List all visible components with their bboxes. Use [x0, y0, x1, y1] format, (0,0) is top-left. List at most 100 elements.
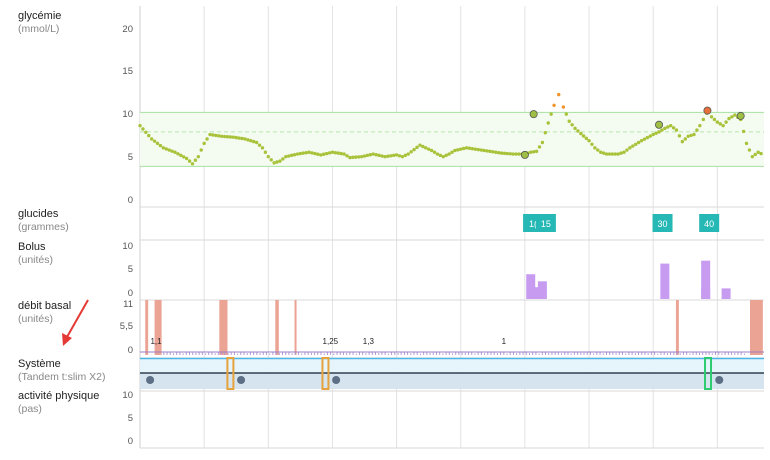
basal-micro-bar — [301, 353, 303, 355]
glucose-point — [692, 132, 696, 137]
glucose-point — [529, 150, 533, 154]
basal-micro-bar — [496, 352, 498, 355]
basal-micro-bar — [163, 352, 165, 355]
glucose-point — [599, 150, 603, 154]
glucose-point — [322, 152, 326, 156]
basal-micro-bar — [657, 353, 659, 355]
basal-micro-bar — [577, 351, 579, 355]
glucose-point — [231, 135, 236, 139]
glucose-point — [415, 145, 419, 150]
glucose-point — [674, 128, 679, 132]
basal-micro-bar — [413, 351, 415, 355]
glucose-point — [193, 158, 198, 162]
basal-micro-bar — [612, 352, 614, 355]
basal-micro-bar — [599, 351, 601, 355]
basal-micro-bar — [233, 351, 235, 355]
glucose-point — [488, 149, 492, 154]
basal-micro-bar — [265, 351, 267, 355]
glucose-point — [657, 130, 661, 134]
glucose-point — [272, 161, 276, 165]
glucose-point — [593, 146, 597, 150]
basal-micro-bar — [230, 351, 232, 355]
system-lane-bottom — [140, 373, 764, 389]
basal-micro-bar — [368, 352, 370, 355]
basal-micro-bar — [358, 351, 360, 355]
basal-micro-bar — [362, 351, 364, 355]
glucose-point — [584, 136, 589, 141]
system-lane-top — [140, 358, 764, 372]
activity-label: activité physique (pas) — [18, 390, 99, 416]
basal-micro-bar — [474, 353, 476, 355]
basal-micro-bar — [403, 351, 405, 355]
activity-unit: (pas) — [18, 403, 42, 415]
basal-micro-bar — [731, 352, 733, 355]
basal-micro-bar — [654, 351, 656, 355]
glucose-point — [613, 152, 617, 156]
glucose-point — [301, 151, 305, 155]
glucose-point — [278, 159, 282, 163]
glucose-point — [351, 155, 355, 160]
basal-micro-bar — [711, 353, 713, 355]
glucose-point — [636, 140, 641, 145]
basal-micro-bar — [371, 351, 373, 355]
glucose-point — [330, 150, 335, 154]
basal-rate-label: 1 — [502, 337, 507, 346]
basal-micro-bar — [535, 351, 537, 355]
glucose-point — [409, 150, 413, 154]
glucose-point — [576, 129, 580, 133]
glucose-point — [304, 150, 308, 155]
basal-micro-bar — [541, 352, 543, 355]
glucose-point — [319, 153, 323, 157]
target-range-band — [140, 112, 764, 167]
basal-micro-bar — [557, 352, 559, 355]
basal-micro-bar — [455, 352, 457, 355]
glucose-point — [683, 137, 687, 141]
activity-title: activité physique — [18, 390, 100, 402]
basal-micro-bar — [346, 352, 348, 355]
basal-micro-bar — [439, 352, 441, 355]
glucose-point — [491, 150, 495, 154]
glucose-point — [424, 146, 428, 150]
glucose-point — [292, 152, 297, 157]
glucose-point — [616, 152, 620, 156]
glucose-tick: 5 — [127, 152, 133, 163]
basal-micro-bar — [573, 352, 575, 355]
basal-micro-bar — [307, 351, 309, 355]
basal-micro-bar — [641, 351, 643, 355]
glucose-point — [730, 115, 734, 119]
glucose-point — [537, 145, 542, 149]
glucose-point — [759, 151, 763, 156]
glucose-point — [639, 139, 644, 143]
basal-micro-bar — [596, 351, 598, 355]
glucose-point — [368, 152, 373, 157]
glucose-point — [400, 154, 405, 159]
basal-micro-bar — [532, 351, 534, 355]
basal-micro-bar — [638, 352, 640, 355]
basal-suspend-bar — [219, 300, 228, 355]
basal-micro-bar — [740, 352, 742, 355]
glucose-point — [348, 155, 352, 160]
glucose-marker — [703, 106, 712, 115]
glucose-point — [173, 150, 177, 154]
basal-micro-bar — [583, 352, 585, 355]
bolus-bar — [701, 260, 711, 299]
glucose-point — [263, 150, 268, 154]
glucose-point — [266, 154, 270, 159]
basal-micro-bar — [326, 351, 328, 355]
glucose-point — [534, 149, 539, 154]
basal-micro-bar — [435, 351, 437, 355]
glucose-point — [432, 150, 437, 154]
glucose-point — [310, 151, 314, 155]
system-event — [226, 357, 235, 390]
glucose-point — [622, 150, 626, 154]
basal-micro-bar — [702, 352, 704, 355]
basal-micro-bar — [179, 351, 181, 355]
glucose-point — [733, 113, 737, 117]
bolus-tick: 0 — [127, 288, 133, 299]
basal-micro-bar — [182, 353, 184, 355]
glucose-point — [689, 133, 693, 138]
basal-title: débit basal — [18, 300, 72, 312]
glucose-point — [289, 153, 294, 158]
glucose-point — [441, 154, 445, 159]
